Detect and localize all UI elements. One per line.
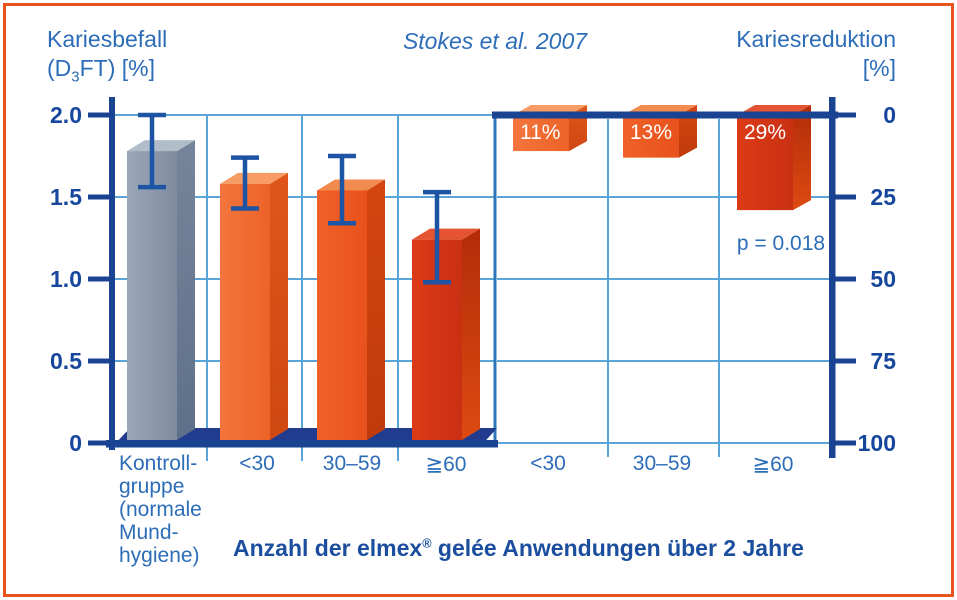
study-title: Stokes et al. 2007 <box>402 28 588 54</box>
bar-kontrollgruppe <box>127 140 195 440</box>
error-bar-lt30 <box>231 155 259 211</box>
error-bar-ge60 <box>423 189 451 285</box>
reduction-axis-tick-label: 100 <box>857 430 896 456</box>
left-axis-title-line2: (D3FT) [%] <box>47 55 155 86</box>
reduction-axis-tick-label: 50 <box>870 266 896 292</box>
left-axis <box>88 97 115 450</box>
reduction-value-label-lt30: 11% <box>520 121 561 144</box>
right-axis-title-line1: Kariesreduktion <box>736 26 896 52</box>
right-axis <box>829 97 856 458</box>
reduction-axis-tick-label: 0 <box>883 102 896 128</box>
reduction-value-label-30-59: 13% <box>630 121 673 144</box>
x-axis-caption: Anzahl der elmex® gelée Anwendungen über… <box>233 535 804 561</box>
category-label-ge60-caries: ≧60 <box>425 453 467 476</box>
y-axis-tick-label: 0.5 <box>50 348 82 374</box>
bar-ge60 <box>412 228 480 440</box>
category-label-lt30-caries: <30 <box>239 452 275 475</box>
reduction-axis-tick-label: 75 <box>870 348 896 374</box>
reduction-bar-ge60 <box>737 105 811 211</box>
reduction-axis-tick-label: 25 <box>870 184 896 210</box>
category-label-ge60-reduction: ≧60 <box>752 453 794 476</box>
bar-30-59 <box>317 179 385 440</box>
left-axis-title-line1: Kariesbefall <box>47 26 168 52</box>
reduction-zero-line <box>492 111 838 119</box>
reduction-value-label-ge60: 29% <box>744 121 787 144</box>
floor-3d <box>106 428 498 448</box>
registered-trademark-icon: ® <box>422 536 432 551</box>
right-axis-title-line2: [%] <box>862 55 896 81</box>
left-axis-title: Kariesbefall (D3FT) [%] <box>47 25 167 92</box>
category-label-30-59-caries: 30–59 <box>322 452 382 475</box>
bar-lt30 <box>220 172 288 440</box>
category-label-lt30-reduction: <30 <box>530 452 566 475</box>
p-value-annotation: p = 0.018 <box>736 232 826 255</box>
category-label-kontrollgruppe: Kontroll- gruppe (normale Mund- hygiene) <box>119 452 202 567</box>
error-bar-kontrollgruppe <box>138 112 166 190</box>
error-bar-30-59 <box>328 153 356 226</box>
y-axis-tick-label: 1.5 <box>50 184 82 210</box>
y-axis-tick-label: 1.0 <box>50 266 82 292</box>
y-axis-tick-label: 0 <box>69 430 82 456</box>
y-axis-tick-label: 2.0 <box>50 102 82 128</box>
category-label-30-59-reduction: 30–59 <box>632 452 692 475</box>
right-axis-title: Kariesreduktion [%] <box>640 25 896 83</box>
